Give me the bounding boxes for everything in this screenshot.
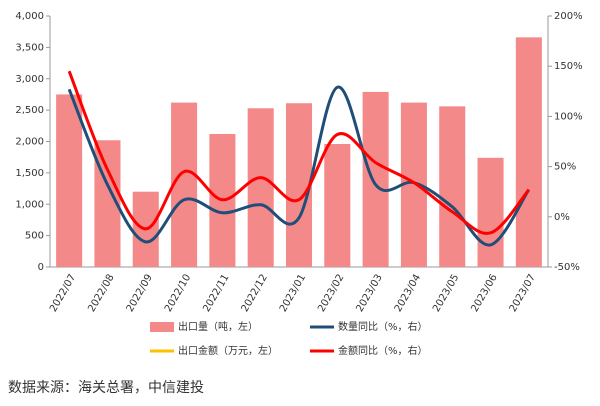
source-note: 数据来源：海关总署，中信建投 bbox=[8, 380, 204, 396]
x-tick-label: 2023/05 bbox=[431, 273, 461, 314]
bar bbox=[247, 108, 274, 268]
x-tick-label: 2022/11 bbox=[201, 273, 231, 314]
x-tick-label: 2023/07 bbox=[508, 273, 538, 314]
bar bbox=[439, 106, 466, 267]
legend-label: 数量同比（%，右） bbox=[338, 320, 428, 333]
x-tick-label: 2023/02 bbox=[316, 273, 346, 314]
y2-tick-label: 150% bbox=[554, 61, 583, 72]
y-tick-label: 1,500 bbox=[15, 168, 44, 179]
x-tick-label: 2022/10 bbox=[163, 273, 193, 314]
x-tick-label: 2023/06 bbox=[469, 273, 499, 314]
bar bbox=[515, 37, 542, 268]
x-tick-label: 2022/09 bbox=[125, 273, 155, 314]
y-tick-label: 2,000 bbox=[15, 137, 44, 148]
x-tick-label: 2022/08 bbox=[86, 273, 116, 314]
x-tick-label: 2023/03 bbox=[355, 273, 385, 314]
y2-tick-label: 0% bbox=[554, 212, 570, 223]
bar bbox=[56, 94, 83, 267]
y-tick-label: 3,000 bbox=[15, 74, 44, 85]
x-tick-label: 2022/12 bbox=[240, 273, 270, 314]
x-tick-label: 2023/01 bbox=[278, 273, 308, 314]
y-tick-label: 500 bbox=[25, 231, 44, 242]
bar bbox=[362, 91, 389, 268]
x-tick-label: 2022/07 bbox=[48, 273, 78, 314]
legend-label: 出口量（吨，左） bbox=[178, 320, 258, 333]
y2-tick-label: 200% bbox=[554, 11, 583, 22]
x-tick-label: 2023/04 bbox=[393, 273, 423, 314]
bar bbox=[477, 157, 504, 267]
line bbox=[67, 85, 531, 247]
y-tick-label: 3,500 bbox=[15, 42, 44, 53]
legend-label: 金额同比（%，右） bbox=[338, 344, 428, 357]
legend-label: 出口金额（万元，左） bbox=[178, 344, 278, 357]
bar bbox=[324, 144, 351, 267]
line bbox=[67, 70, 531, 235]
bar bbox=[285, 103, 313, 267]
y-tick-label: 4,000 bbox=[15, 11, 44, 22]
y2-tick-label: 50% bbox=[554, 162, 576, 173]
y-tick-label: 1,000 bbox=[15, 199, 44, 210]
y-tick-label: 0 bbox=[38, 262, 44, 273]
y2-tick-label: 100% bbox=[554, 111, 583, 122]
legend-swatch bbox=[150, 322, 174, 332]
y-tick-label: 2,500 bbox=[15, 105, 44, 116]
bar bbox=[171, 102, 198, 267]
y2-tick-label: -50% bbox=[554, 262, 580, 273]
